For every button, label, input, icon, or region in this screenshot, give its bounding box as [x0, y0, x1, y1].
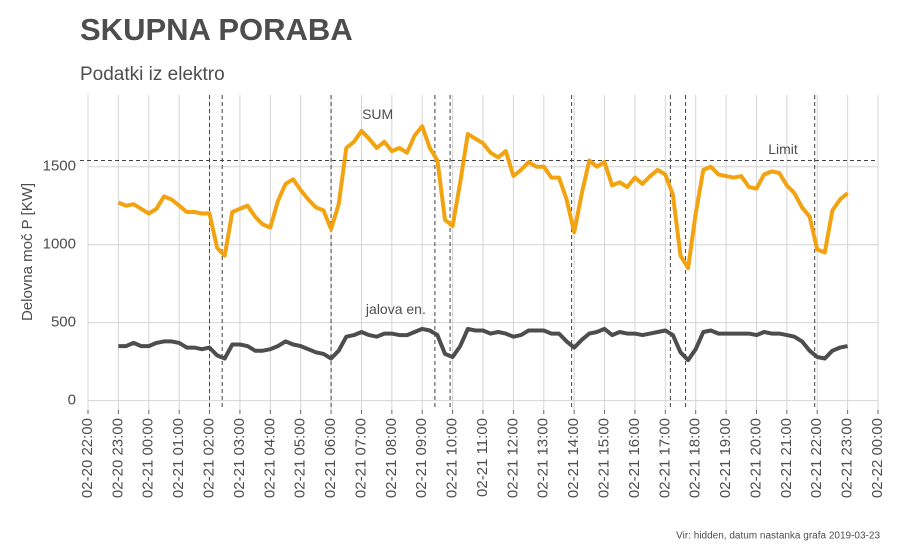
x-tick-label: 02-21 07:00: [352, 418, 369, 498]
x-tick-label: 02-21 23:00: [839, 418, 856, 498]
x-tick-label: 02-21 09:00: [413, 418, 430, 498]
x-tick-label: 02-21 19:00: [717, 418, 734, 498]
x-tick-label: 02-21 03:00: [231, 418, 248, 498]
x-tick-label: 02-21 13:00: [535, 418, 552, 498]
x-tick-label: 02-21 01:00: [170, 418, 187, 498]
annotation: jalova en.: [365, 301, 426, 317]
x-tick-label: 02-21 16:00: [626, 418, 643, 498]
x-tick-label: 02-21 22:00: [808, 418, 825, 498]
y-tick-label: 1000: [43, 236, 76, 253]
x-tick-label: 02-21 12:00: [504, 418, 521, 498]
x-tick-label: 02-21 20:00: [747, 418, 764, 498]
annotation: SUM: [362, 106, 393, 122]
series-line: [118, 326, 848, 363]
series-line: [117, 124, 849, 271]
x-tick-label: 02-21 10:00: [444, 418, 461, 498]
x-tick-label: 02-21 15:00: [596, 418, 613, 498]
x-tick-label: 02-21 14:00: [565, 418, 582, 498]
x-tick-label: 02-21 08:00: [383, 418, 400, 498]
limit-label: Limit: [768, 141, 798, 157]
x-tick-label: 02-20 22:00: [79, 418, 96, 498]
chart-title: SKUPNA PORABA: [80, 12, 353, 47]
x-tick-label: 02-21 18:00: [687, 418, 704, 498]
y-tick-label: 1500: [43, 158, 76, 175]
x-tick-label: 02-21 02:00: [201, 418, 218, 498]
y-tick-label: 0: [68, 392, 76, 409]
caption: Vir: hidden, datum nastanka grafa 2019-0…: [676, 531, 880, 542]
x-tick-label: 02-21 21:00: [778, 418, 795, 498]
y-axis-label: Delovna moč P [KW]: [19, 183, 36, 321]
x-tick-label: 02-21 11:00: [474, 418, 491, 497]
x-tick-label: 02-21 05:00: [292, 418, 309, 498]
x-tick-label: 02-21 17:00: [656, 418, 673, 498]
y-tick-label: 500: [51, 314, 76, 331]
chart-subtitle: Podatki iz elektro: [80, 64, 225, 85]
x-tick-label: 02-22 00:00: [869, 418, 886, 498]
x-tick-label: 02-21 06:00: [322, 418, 339, 498]
x-tick-label: 02-21 00:00: [140, 418, 157, 498]
x-tick-label: 02-20 23:00: [109, 418, 126, 498]
x-tick-label: 02-21 04:00: [261, 418, 278, 498]
